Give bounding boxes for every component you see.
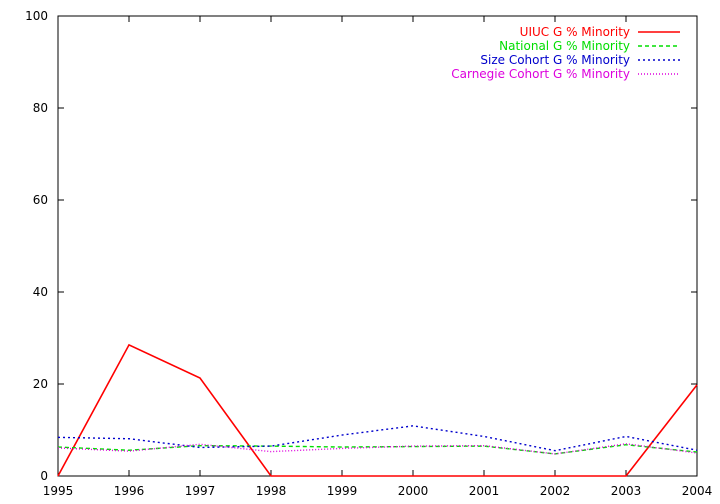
series-lines — [57, 343, 698, 477]
legend-label-1: National G % Minority — [499, 39, 630, 53]
x-tick-label: 1997 — [185, 484, 216, 498]
x-tick-label: 1996 — [114, 484, 145, 498]
legend-label-0: UIUC G % Minority — [520, 25, 630, 39]
y-tick-label: 80 — [33, 101, 48, 115]
x-tick-label: 2003 — [611, 484, 642, 498]
series-line-2 — [57, 425, 698, 452]
series-line-1 — [57, 444, 698, 455]
legend-label-3: Carnegie Cohort G % Minority — [451, 67, 630, 81]
x-tick-label: 1998 — [256, 484, 287, 498]
y-tick-label: 100 — [25, 9, 48, 23]
plot-frame — [57, 15, 698, 477]
x-axis-ticks: 1995 1996 1997 1998 1999 2000 2001 2002 2003 2004 — [43, 16, 713, 498]
x-tick-label: 2002 — [540, 484, 571, 498]
x-tick-label: 2000 — [398, 484, 429, 498]
y-tick-label: 20 — [33, 377, 48, 391]
series-line-3 — [57, 443, 698, 455]
axes — [57, 15, 698, 477]
y-tick-label: 60 — [33, 193, 48, 207]
x-tick-label: 1999 — [327, 484, 358, 498]
x-tick-label: 1995 — [43, 484, 74, 498]
y-axis-ticks: 0 20 40 60 80 100 — [25, 9, 697, 483]
x-tick-label: 2001 — [469, 484, 500, 498]
y-tick-label: 0 — [40, 469, 48, 483]
x-tick-label: 2004 — [682, 484, 713, 498]
y-tick-label: 40 — [33, 285, 48, 299]
legend-label-2: Size Cohort G % Minority — [480, 53, 630, 67]
series-line-0 — [57, 343, 698, 477]
